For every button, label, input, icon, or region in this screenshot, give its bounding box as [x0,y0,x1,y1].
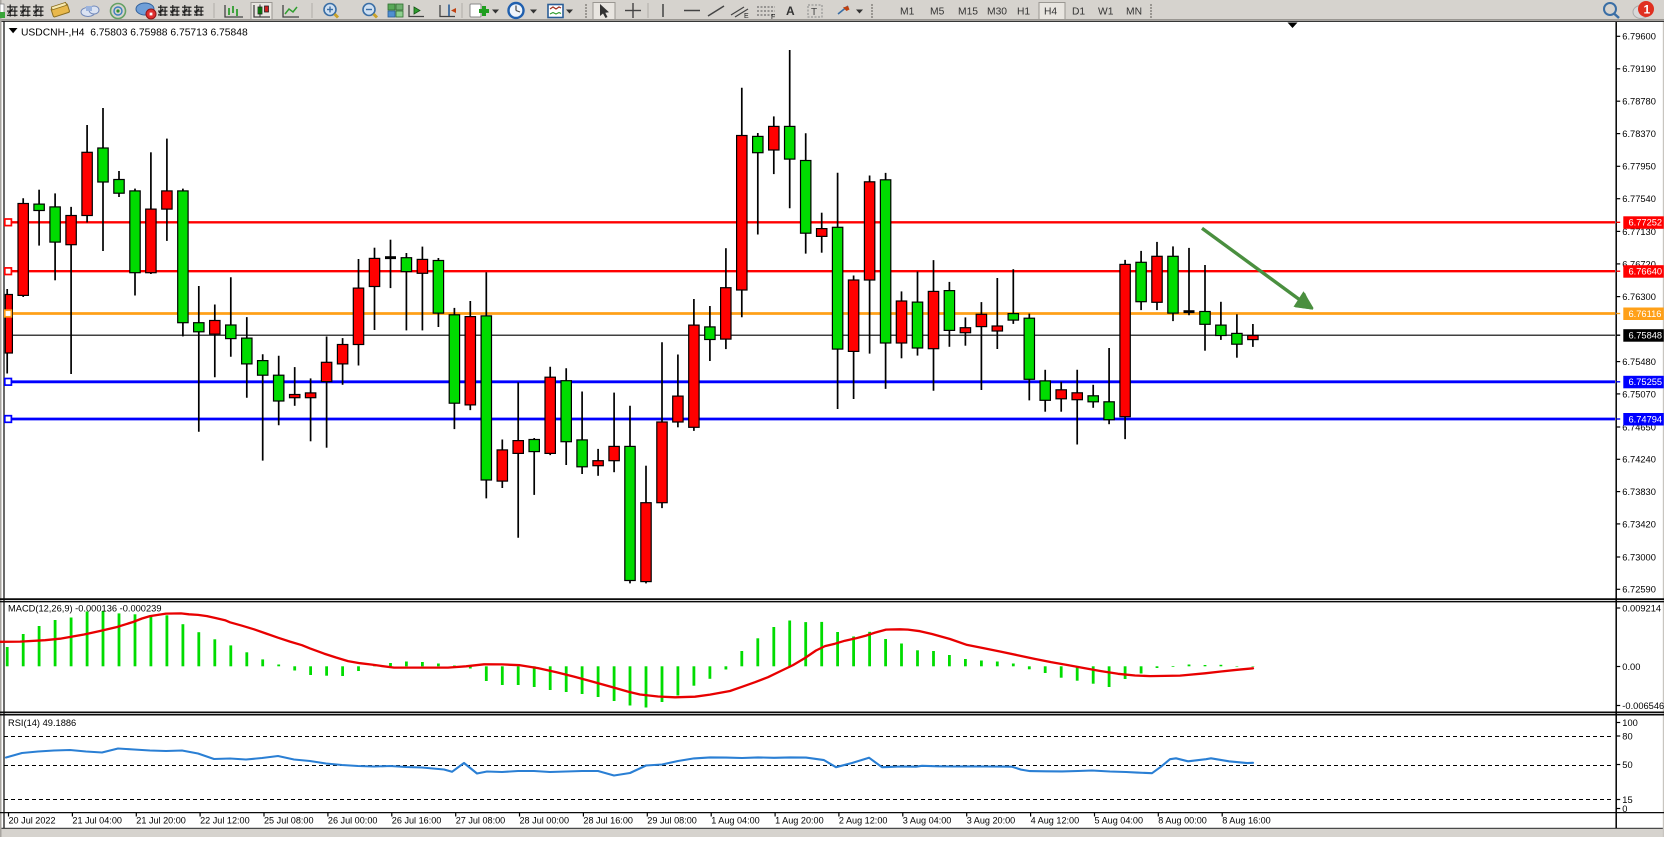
svg-text:50: 50 [1622,760,1632,770]
svg-text:6.76640: 6.76640 [1629,267,1663,277]
svg-text:A: A [786,4,795,18]
svg-text:M30: M30 [987,7,1007,18]
svg-text:6.76300: 6.76300 [1622,292,1656,302]
svg-text:21 Jul 04:00: 21 Jul 04:00 [72,816,122,826]
svg-text:6.73420: 6.73420 [1622,519,1656,529]
svg-text:6.75848: 6.75848 [1629,331,1663,341]
svg-text:28 Jul 16:00: 28 Jul 16:00 [583,816,633,826]
svg-text:M15: M15 [958,7,978,18]
svg-text:6.75255: 6.75255 [1629,377,1663,387]
svg-text:6.74240: 6.74240 [1622,455,1656,465]
svg-text:6.79600: 6.79600 [1622,32,1656,42]
svg-text:H1: H1 [1017,7,1030,18]
svg-text:M5: M5 [930,7,945,18]
svg-text:MN: MN [1126,7,1142,18]
svg-text:8 Aug 16:00: 8 Aug 16:00 [1222,816,1271,826]
svg-text:6.77252: 6.77252 [1629,218,1663,228]
svg-text:D1: D1 [1072,7,1085,18]
svg-text:T: T [811,7,817,18]
svg-text:25 Jul 08:00: 25 Jul 08:00 [264,816,314,826]
svg-text:26 Jul 16:00: 26 Jul 16:00 [392,816,442,826]
svg-text:USDCNH-,H4 6.75803 6.75988 6.: USDCNH-,H4 6.75803 6.75988 6.75713 6.758… [21,27,248,38]
svg-text:6.78370: 6.78370 [1622,129,1656,139]
svg-text:6.77540: 6.77540 [1622,194,1656,204]
svg-text:6.76116: 6.76116 [1629,309,1662,319]
svg-text:6.73000: 6.73000 [1622,552,1656,562]
svg-text:W1: W1 [1098,7,1114,18]
svg-text:6.77950: 6.77950 [1622,162,1656,172]
svg-text:80: 80 [1622,731,1632,741]
svg-text:6.76720: 6.76720 [1622,259,1656,269]
svg-text:0.009214: 0.009214 [1622,603,1661,613]
svg-text:F: F [771,14,775,21]
svg-text:5 Aug 04:00: 5 Aug 04:00 [1095,816,1144,826]
svg-text:6.77130: 6.77130 [1622,227,1656,237]
svg-text:1 Aug 04:00: 1 Aug 04:00 [711,816,760,826]
svg-text:RSI(14) 49.1886: RSI(14) 49.1886 [8,718,76,728]
svg-text:0.00: 0.00 [1622,662,1640,672]
svg-text:3 Aug 20:00: 3 Aug 20:00 [967,816,1016,826]
svg-text:H4: H4 [1044,7,1057,18]
svg-text:6.78780: 6.78780 [1622,97,1656,107]
svg-text:0: 0 [1622,804,1627,814]
svg-text:8 Aug 00:00: 8 Aug 00:00 [1158,816,1207,826]
svg-text:6.79190: 6.79190 [1622,64,1656,74]
svg-text:26 Jul 00:00: 26 Jul 00:00 [328,816,378,826]
svg-text:20 Jul 2022: 20 Jul 2022 [9,816,56,826]
svg-text:E: E [744,13,749,20]
svg-text:100: 100 [1622,718,1638,728]
svg-text:1: 1 [1644,3,1651,17]
svg-text:6.74794: 6.74794 [1629,414,1663,424]
svg-text:3 Aug 04:00: 3 Aug 04:00 [903,816,952,826]
svg-text:22 Jul 12:00: 22 Jul 12:00 [200,816,250,826]
svg-text:21 Jul 20:00: 21 Jul 20:00 [136,816,186,826]
svg-text:28 Jul 00:00: 28 Jul 00:00 [520,816,570,826]
svg-text:6.73830: 6.73830 [1622,487,1656,497]
svg-text:15: 15 [1622,795,1632,805]
svg-text:6.74650: 6.74650 [1622,422,1656,432]
svg-text:6.72590: 6.72590 [1622,585,1656,595]
svg-text:4 Aug 12:00: 4 Aug 12:00 [1031,816,1080,826]
svg-text:29 Jul 08:00: 29 Jul 08:00 [647,816,697,826]
svg-text:MACD(12,26,9) -0.000136 -0.000: MACD(12,26,9) -0.000136 -0.000239 [8,604,162,614]
svg-text:1 Aug 20:00: 1 Aug 20:00 [775,816,824,826]
svg-text:27 Jul 08:00: 27 Jul 08:00 [456,816,506,826]
svg-text:2 Aug 12:00: 2 Aug 12:00 [839,816,888,826]
svg-text:-0.006546: -0.006546 [1622,701,1664,711]
svg-text:M1: M1 [900,7,915,18]
svg-text:6.75070: 6.75070 [1622,389,1656,399]
svg-text:6.75480: 6.75480 [1622,357,1656,367]
